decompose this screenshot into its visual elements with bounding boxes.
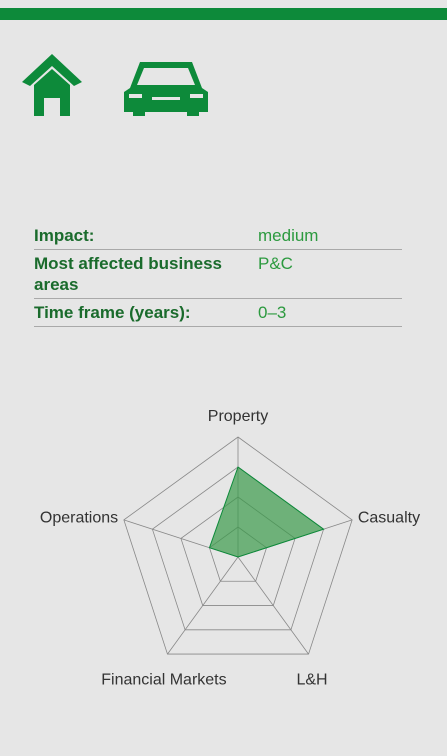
table-row: Most affected business areas P&C	[34, 250, 402, 299]
house-body	[34, 69, 70, 116]
axis-label: Casualty	[358, 509, 420, 526]
radar-chart: Property Casualty L&H Financial Markets Oper…	[40, 408, 420, 688]
label-cell: Most affected business areas	[34, 254, 222, 294]
axis-label: Property	[208, 408, 268, 425]
value-cell: medium	[258, 226, 319, 245]
value-cell: P&C	[258, 254, 293, 273]
spoke	[167, 556, 239, 655]
axis-label: Financial Markets	[101, 671, 226, 688]
top-bar	[0, 8, 447, 20]
table-row: Impact: medium	[34, 222, 402, 250]
axis-label: L&H	[296, 671, 327, 688]
spoke	[237, 556, 309, 655]
value-cell: 0–3	[258, 303, 287, 322]
label-cell: Time frame (years):	[34, 303, 191, 322]
axis-label: Operations	[40, 509, 118, 526]
house-roof	[22, 54, 82, 86]
car-icon	[124, 62, 208, 116]
table-row: Time frame (years): 0–3	[34, 299, 402, 327]
icons	[22, 54, 208, 116]
grid-ring	[123, 436, 353, 655]
label-cell: Impact:	[34, 226, 95, 245]
data-area	[208, 466, 325, 558]
info-table: Impact: medium Most affected business area…	[34, 222, 402, 327]
